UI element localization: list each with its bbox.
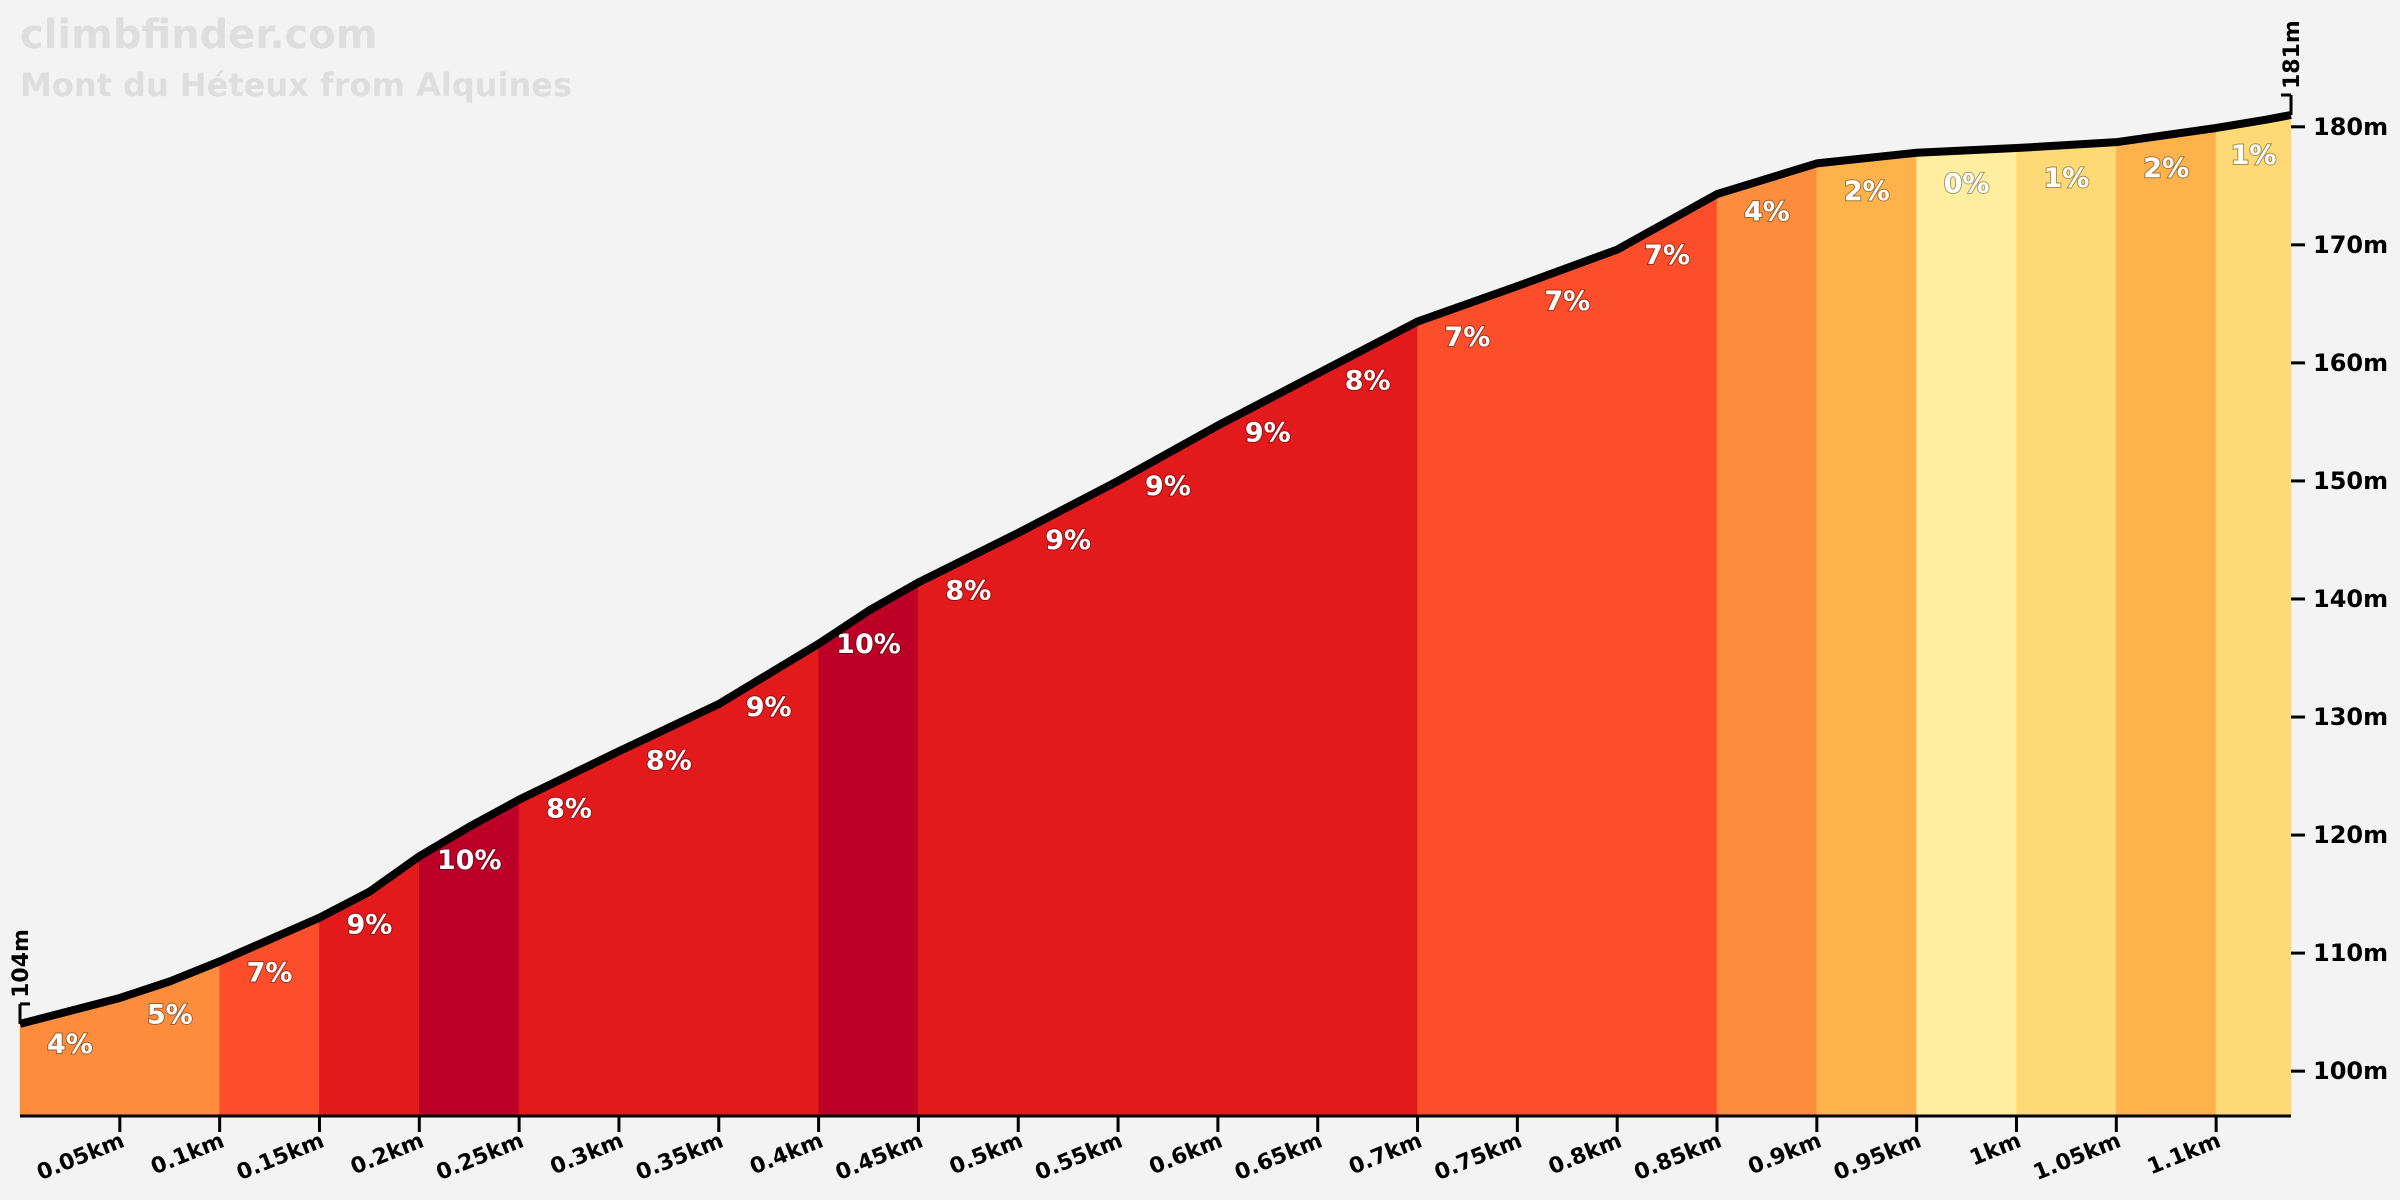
grade-segment [1217, 373, 1318, 1117]
grade-label: 5% [147, 999, 193, 1030]
grade-label: 2% [2143, 153, 2189, 184]
y-tick-label: 110m [2313, 939, 2388, 967]
y-tick-label: 100m [2313, 1057, 2388, 1085]
grade-label: 7% [1445, 322, 1491, 353]
grade-segment [2215, 114, 2292, 1117]
y-tick-label: 150m [2313, 467, 2388, 495]
grade-segment [2116, 127, 2217, 1117]
grade-label: 7% [1644, 240, 1690, 271]
grade-segment [1716, 163, 1818, 1117]
grade-label: 9% [1045, 525, 1091, 556]
y-tick-label: 160m [2313, 349, 2388, 377]
grade-segment [918, 532, 1019, 1117]
grade-label: 10% [836, 629, 901, 660]
grade-segment [2016, 141, 2117, 1117]
grade-label: 1% [2043, 163, 2089, 194]
grade-segment [1616, 193, 1718, 1117]
grade-label: 4% [47, 1029, 93, 1060]
y-tick-label: 170m [2313, 231, 2388, 259]
elevation-line [18, 111, 2292, 1028]
chart-title: climbfinder.com [20, 12, 377, 58]
y-tick-label: 120m [2313, 821, 2388, 849]
grade-segment [1916, 147, 2017, 1117]
grade-label: 9% [1245, 417, 1291, 448]
y-tick-label: 130m [2313, 703, 2388, 731]
chart-subtitle: Mont du Héteux from Alquines [20, 66, 572, 104]
grade-label: 8% [1345, 366, 1391, 397]
grade-segment [1317, 321, 1418, 1117]
grade-label: 4% [1744, 197, 1790, 228]
grade-segment [1117, 425, 1219, 1117]
grade-label: 9% [346, 910, 392, 941]
grade-segment [1417, 285, 1518, 1117]
grade-segment [818, 582, 919, 1117]
grade-label: 2% [1844, 176, 1890, 207]
grade-segment [1816, 152, 1917, 1117]
y-tick-label: 140m [2313, 585, 2388, 613]
grade-label: 8% [945, 576, 991, 607]
grade-label: 9% [746, 692, 792, 723]
grade-label: 8% [646, 746, 692, 777]
grade-label: 9% [1145, 471, 1191, 502]
grade-label: 10% [437, 845, 502, 876]
start-label: 104m [9, 929, 34, 998]
grade-label: 8% [546, 793, 592, 824]
grade-label: 7% [1544, 286, 1590, 317]
y-tick-label: 180m [2313, 113, 2388, 141]
grade-segment [1017, 480, 1119, 1117]
grade-label: 7% [247, 958, 293, 989]
grade-segment [1517, 249, 1618, 1117]
end-label: 181m [2280, 20, 2305, 89]
grade-label: 0% [1944, 168, 1990, 199]
grade-label: 1% [2231, 140, 2277, 171]
